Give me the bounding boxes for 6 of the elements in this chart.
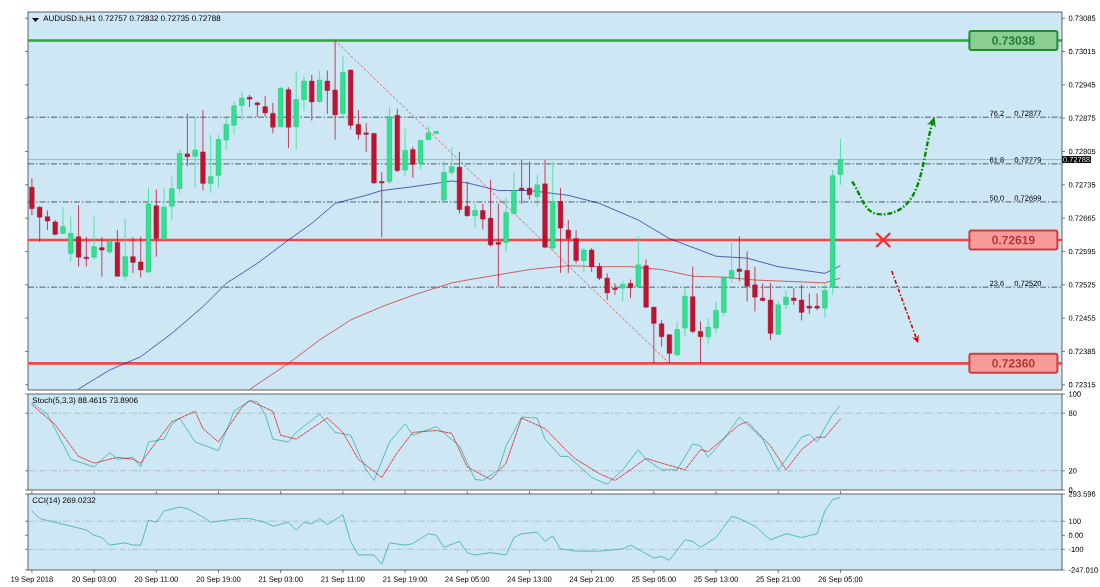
ref-line-label: 0.72619 bbox=[992, 235, 1035, 245]
chart-title: AUDUSD.h,H1 0.72757 0.72832 0.72735 0.72788 bbox=[43, 15, 221, 23]
chart-title: Stoch(5,3,3) 88.4615 73.8906 bbox=[32, 397, 138, 405]
ref-line-label: 0.72360 bbox=[992, 359, 1035, 368]
chart-title: CCI(14) 269.0232 bbox=[32, 497, 96, 505]
ref-line-label: 0.73038 bbox=[992, 36, 1035, 45]
